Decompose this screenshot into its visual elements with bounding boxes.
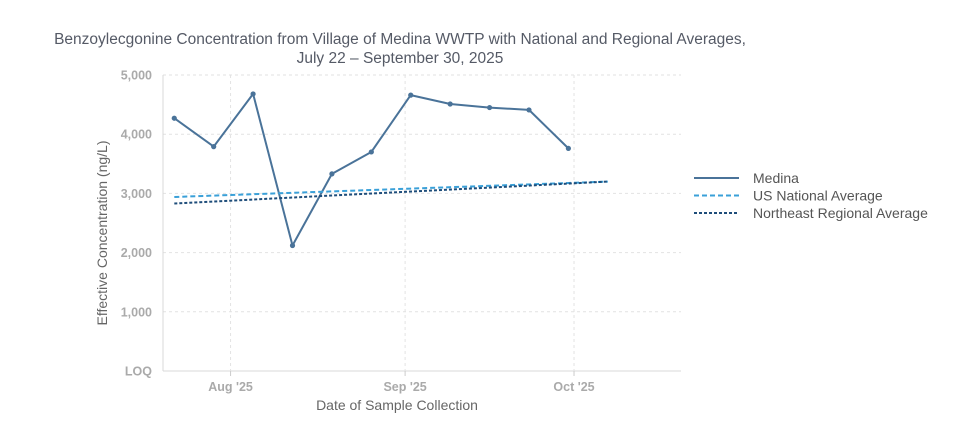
data-point (565, 145, 571, 152)
data-point (211, 144, 217, 150)
legend-label: Northeast Regional Average (753, 205, 928, 221)
data-point (486, 104, 493, 111)
legend-label: US National Average (753, 188, 883, 204)
data-point (368, 149, 374, 155)
x-tick-label: Sep '25 (383, 380, 426, 394)
x-axis-title: Date of Sample Collection (316, 397, 478, 413)
y-tick-label: 2,000 (121, 246, 152, 260)
data-point (171, 115, 177, 121)
data-point (289, 242, 296, 249)
chart-title: Benzoylecgonine Concentration from Villa… (54, 31, 746, 48)
y-tick-label: 4,000 (121, 128, 152, 142)
data-point (329, 171, 335, 177)
y-tick-label: 5,000 (121, 69, 152, 83)
series-line-1 (174, 180, 608, 198)
y-tick-label: 1,000 (121, 305, 152, 319)
series-line-2 (174, 180, 608, 205)
data-point (526, 107, 532, 113)
legend-label: Medina (753, 170, 799, 186)
series-line-0 (173, 92, 570, 247)
x-tick-label: Aug '25 (208, 380, 253, 394)
y-tick-label: 3,000 (121, 187, 152, 201)
data-point (250, 91, 256, 97)
chart-subtitle: July 22 – September 30, 2025 (296, 50, 504, 67)
data-point (447, 101, 453, 107)
data-point (408, 92, 414, 98)
y-tick-label: LOQ (125, 365, 152, 379)
y-axis-title: Effective Concentration (ng/L) (94, 141, 110, 326)
x-tick-label: Oct '25 (553, 380, 594, 394)
